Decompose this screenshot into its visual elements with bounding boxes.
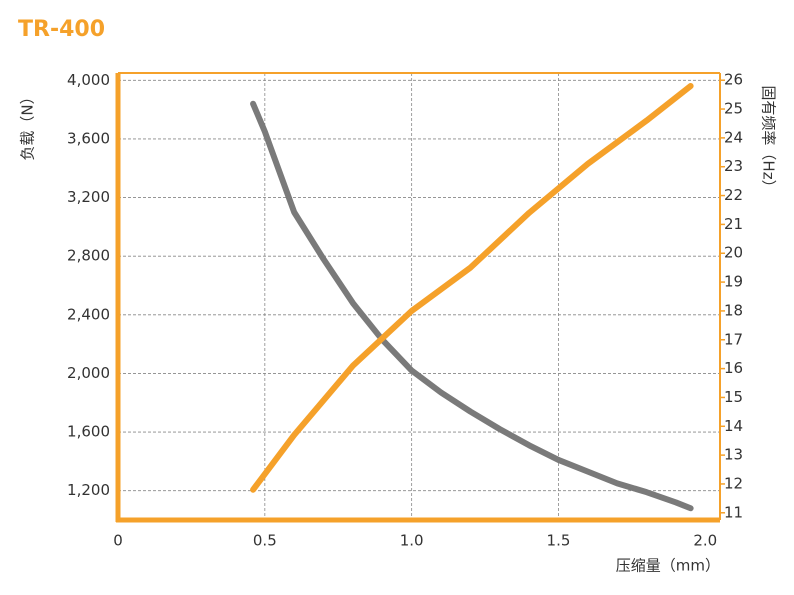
y-tick-label: 2,400	[67, 305, 110, 323]
y-tick-label: 1,600	[67, 423, 110, 441]
y2-axis-label: 固有频率（Hz）	[760, 85, 778, 194]
y-tick-label: 4,000	[67, 71, 110, 89]
y2-tick-label: 26	[724, 71, 743, 89]
y2-tick-label: 19	[724, 273, 743, 291]
x-tick-label: 2.0	[693, 532, 717, 550]
data-line	[250, 82, 694, 493]
y2-tick-label: 11	[724, 503, 743, 521]
y2-tick-label: 16	[724, 359, 743, 377]
y2-tick-label: 25	[724, 100, 743, 118]
x-tick-label: 0	[113, 532, 123, 550]
y2-tick-label: 13	[724, 446, 743, 464]
x-tick-label: 1.0	[400, 532, 424, 550]
y-tick-label: 2,800	[67, 247, 110, 265]
y-tick-label: 2,000	[67, 364, 110, 382]
x-axis-label: 压缩量（mm）	[616, 557, 720, 575]
y2-tick-label: 14	[724, 417, 743, 435]
y2-tick-label: 17	[724, 330, 743, 348]
y2-tick-label: 24	[724, 128, 743, 146]
y2-tick-label: 12	[724, 474, 743, 492]
y2-tick-label: 23	[724, 157, 743, 175]
y-axis-label: 负载（N）	[19, 89, 37, 160]
x-tick-label: 1.5	[547, 532, 571, 550]
y2-tick-label: 22	[724, 186, 743, 204]
y2-tick-label: 15	[724, 388, 743, 406]
y-tick-label: 1,200	[67, 481, 110, 499]
y-tick-label: 3,600	[67, 129, 110, 147]
chart-title: TR-400	[18, 17, 105, 42]
y2-tick-label: 18	[724, 301, 743, 319]
x-tick-label: 0.5	[253, 532, 277, 550]
y2-tick-label: 21	[724, 215, 743, 233]
y-tick-label: 3,200	[67, 188, 110, 206]
data-line	[250, 100, 694, 512]
y2-tick-label: 20	[724, 244, 743, 262]
